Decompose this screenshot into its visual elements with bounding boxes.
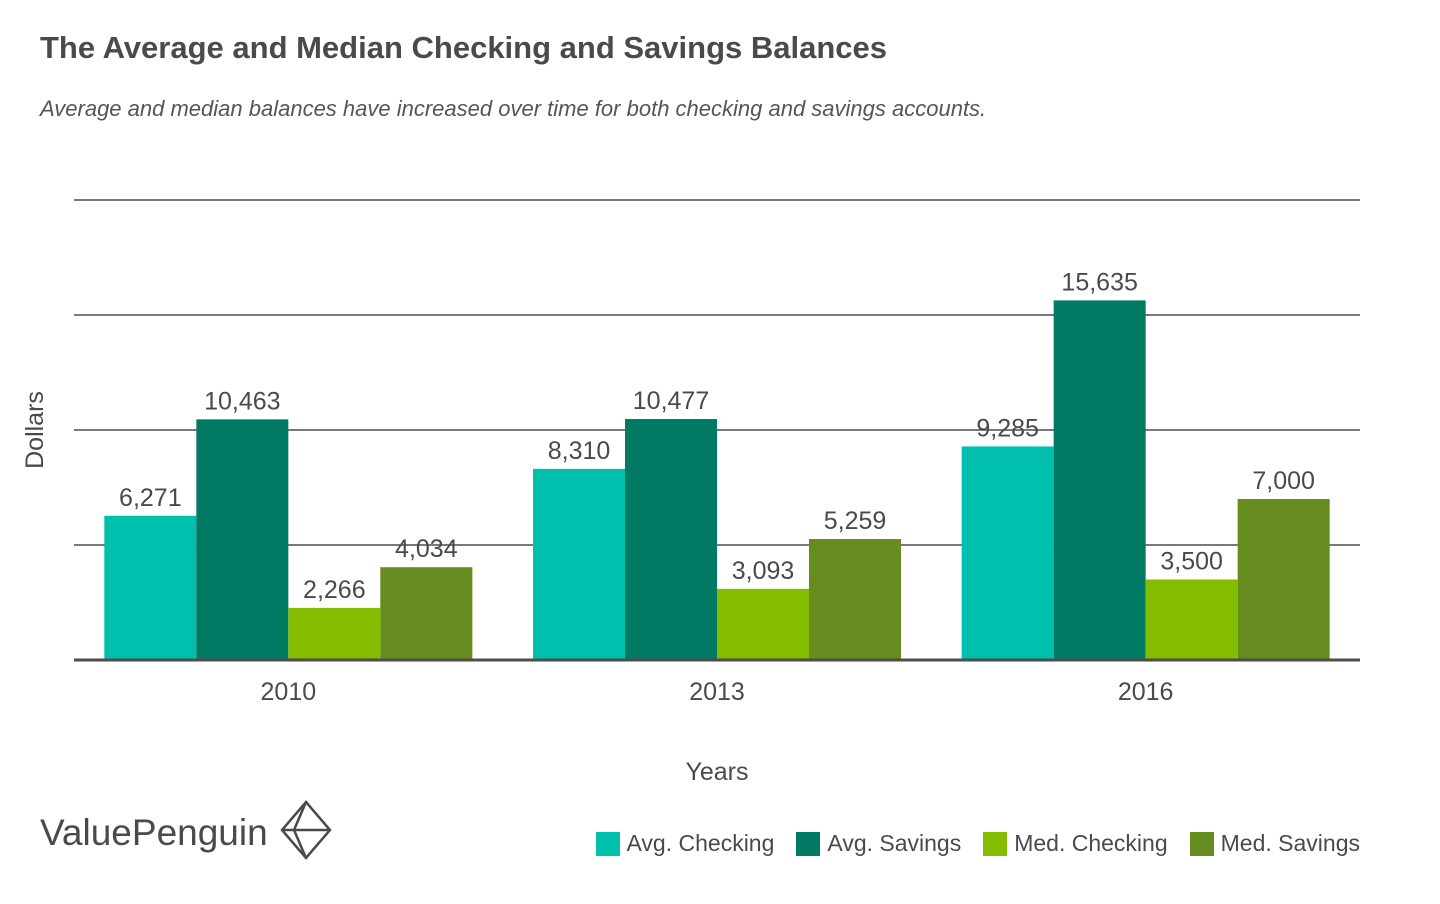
- x-tick-label: 2013: [689, 678, 745, 706]
- data-label: 3,500: [1160, 548, 1223, 576]
- legend-swatch: [1189, 831, 1214, 856]
- chart-title: The Average and Median Checking and Savi…: [40, 30, 888, 65]
- bar: [961, 446, 1054, 660]
- bar: [809, 539, 901, 660]
- x-tick-label: 2016: [1118, 678, 1174, 706]
- legend-swatch: [983, 831, 1008, 856]
- legend-swatch: [595, 831, 620, 856]
- brand-name: ValuePenguin: [40, 811, 268, 853]
- bar: [288, 607, 381, 660]
- bar: [1053, 300, 1146, 660]
- bar: [196, 419, 289, 660]
- legend-item: Med. Savings: [1189, 830, 1360, 857]
- bar-chart: 2010 2013 2016 6,271 10,463 2,266 4,034 8,310 1…: [21, 199, 1360, 786]
- data-label: 5,259: [824, 507, 887, 535]
- legend-swatch: [796, 831, 821, 856]
- legend-item: Avg. Checking: [595, 830, 775, 857]
- legend-label: Avg. Checking: [626, 830, 775, 856]
- legend-item: Med. Checking: [983, 830, 1168, 857]
- bars: [104, 300, 1330, 660]
- x-tick-label: 2010: [261, 678, 317, 706]
- bar: [533, 468, 625, 660]
- bar: [104, 515, 197, 660]
- legend-item: Avg. Savings: [796, 830, 961, 857]
- bar: [625, 419, 717, 660]
- bar: [380, 567, 473, 660]
- x-axis-label: Years: [685, 758, 748, 786]
- penguin-diamond-icon: [280, 800, 332, 865]
- data-label: 10,477: [633, 387, 709, 415]
- data-label: 9,285: [976, 414, 1039, 442]
- bar: [717, 588, 809, 660]
- data-label: 2,266: [303, 576, 366, 604]
- y-axis-label: Dollars: [21, 391, 49, 469]
- data-label: 4,034: [395, 535, 458, 563]
- data-label: 10,463: [204, 387, 280, 415]
- data-label: 6,271: [119, 484, 182, 512]
- data-label: 8,310: [548, 437, 611, 465]
- x-tick-labels: 2010 2013 2016: [261, 678, 1174, 706]
- data-labels: 6,271 10,463 2,266 4,034 8,310 10,477 3,093 5,2…: [119, 268, 1315, 603]
- chart-subtitle: Average and median balances have increas…: [40, 96, 987, 121]
- legend-label: Med. Savings: [1220, 830, 1360, 856]
- legend-label: Avg. Savings: [827, 830, 962, 856]
- bar: [1145, 579, 1238, 660]
- data-label: 15,635: [1061, 268, 1137, 296]
- legend: Avg. Checking Avg. Savings Med. Checking Me…: [574, 830, 1360, 857]
- legend-label: Med. Checking: [1014, 830, 1168, 856]
- data-label: 7,000: [1252, 467, 1315, 495]
- brand-logo: ValuePenguin: [40, 800, 332, 865]
- data-label: 3,093: [732, 557, 795, 585]
- bar: [1237, 499, 1330, 660]
